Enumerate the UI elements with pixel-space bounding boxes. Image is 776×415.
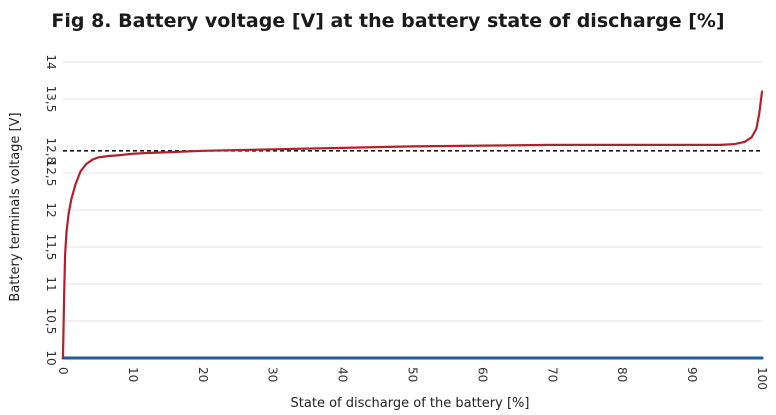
x-tick-label: 30 — [266, 367, 280, 382]
x-tick-label: 0 — [56, 367, 70, 375]
y-axis-ticks: 10 10,5 11 11,5 12 12,512,8 13,5 14 — [44, 54, 58, 365]
x-tick-label: 80 — [615, 367, 629, 382]
y-tick-label: 11 — [44, 276, 58, 291]
x-axis-label: State of discharge of the battery [%] — [291, 396, 530, 411]
y-axis-label: Battery terminals voltage [V] — [8, 112, 23, 301]
y-tick-label: 14 — [44, 54, 58, 69]
y-tick-label: 12,8 — [44, 137, 58, 164]
chart-title: Fig 8. Battery voltage [V] at the batter… — [51, 10, 725, 32]
x-tick-label: 70 — [545, 367, 559, 382]
y-tick-label: 11,5 — [44, 234, 58, 261]
y-tick-label: 12,5 — [44, 160, 58, 187]
y-tick-label: 10 — [44, 350, 58, 365]
x-tick-label: 90 — [685, 367, 699, 382]
series-layer — [61, 90, 764, 360]
x-tick-label: 100 — [755, 367, 769, 390]
x-axis-ticks: 0 10 20 30 40 50 60 70 80 90 100 — [56, 367, 769, 390]
y-tick-label: 12 — [44, 202, 58, 217]
series-line-0 — [61, 90, 764, 360]
y-tick-label: 10,5 — [44, 308, 58, 335]
x-tick-label: 40 — [336, 367, 350, 382]
y-tick-label: 13,5 — [44, 86, 58, 113]
x-tick-label: 20 — [196, 367, 210, 382]
x-tick-label: 60 — [475, 367, 489, 382]
x-tick-label: 10 — [126, 367, 140, 382]
grid-lines — [63, 61, 762, 359]
x-tick-label: 50 — [406, 367, 420, 382]
